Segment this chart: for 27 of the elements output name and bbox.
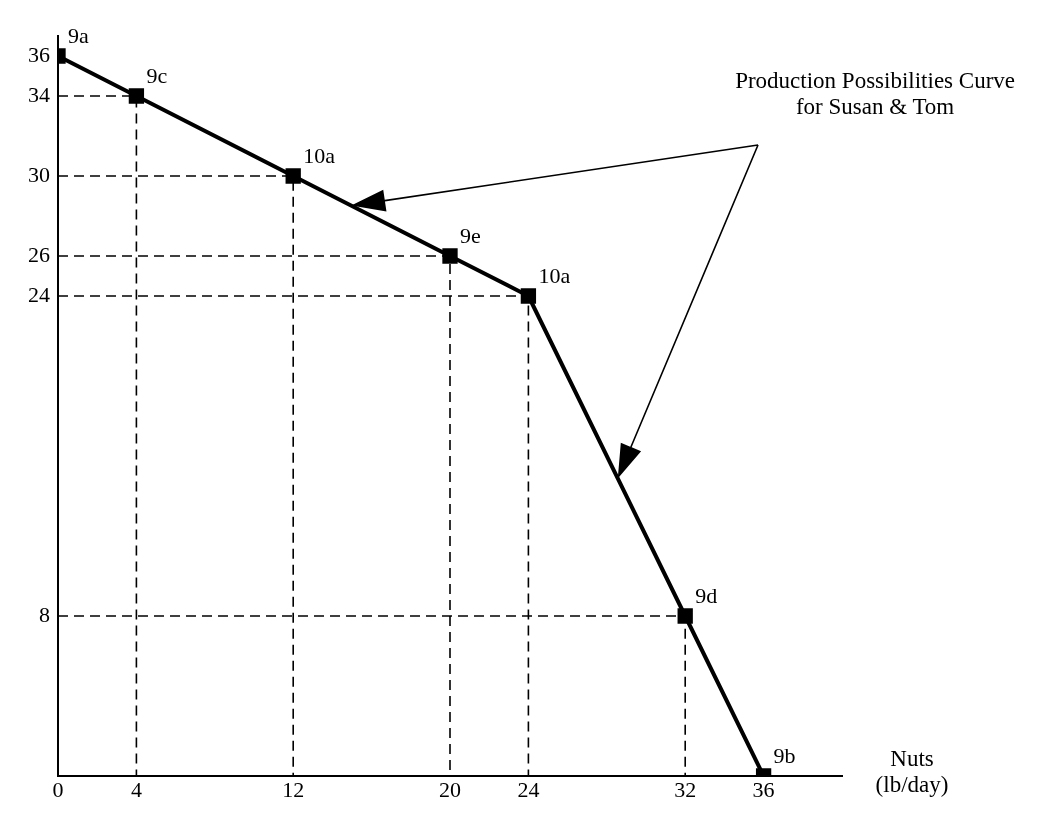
x-tick-label: 12 — [282, 776, 305, 802]
point — [677, 608, 693, 624]
x-tick-label: 4 — [130, 776, 142, 802]
annotation: 9c — [146, 62, 168, 88]
point — [442, 248, 458, 264]
x-tick-label: 32 — [674, 776, 697, 802]
annotation: Production Possibilities Curve for Susan & Tom — [735, 68, 1015, 121]
x-tick-label: 0 — [52, 776, 64, 802]
annotation: 9d — [695, 582, 718, 608]
point — [128, 88, 145, 104]
y-tick-label: 30 — [28, 161, 50, 187]
y-tick-label: 8 — [39, 601, 50, 627]
y-tick-label: 34 — [28, 81, 50, 107]
annotation: 10a — [538, 262, 571, 288]
x-tick-label: 36 — [752, 776, 775, 802]
x-axis-title: Nuts (lb/day) — [874, 746, 950, 799]
point — [520, 288, 537, 304]
x-tick-label: 24 — [517, 776, 540, 802]
x-tick-label: 20 — [439, 776, 461, 802]
point — [285, 168, 301, 184]
y-tick-label: 36 — [28, 41, 50, 67]
annotation: 9b — [773, 742, 796, 768]
annotation: 10a — [303, 142, 336, 168]
y-tick-label: 24 — [28, 281, 50, 307]
annotation: 9a — [68, 22, 89, 48]
annotation: 9e — [460, 222, 481, 248]
y-tick-label: 26 — [28, 241, 50, 267]
